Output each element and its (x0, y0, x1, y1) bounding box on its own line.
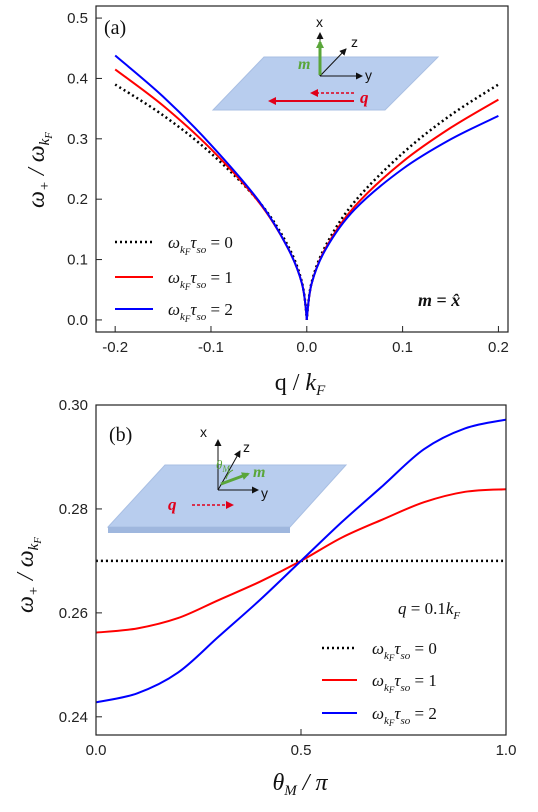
panel-b-label: (b) (109, 424, 132, 446)
inset-b-q-label: q (168, 495, 177, 514)
panel-a-xlabel: q / kF (275, 370, 326, 399)
legend-a-label-0: ωkFτso = 0 (168, 233, 233, 257)
panel-a-legend: ωkFτso = 0 ωkFτso = 1 ωkFτso = 2 (115, 233, 233, 324)
xtick-label-a-1: -0.1 (198, 339, 224, 356)
panel-a-frame (95, 5, 509, 333)
ytick-label-b-1: 0.26 (59, 605, 88, 622)
panel-b-xlabel: θM / π (273, 770, 329, 799)
series-b-2 (95, 418, 507, 704)
panel-b-ticks: 0.0 0.5 1.0 0.24 0.26 0.28 0.30 (59, 397, 517, 759)
inset-a-q-label: q (360, 88, 369, 107)
inset-b-theta-arc (225, 469, 234, 480)
ytick-label-a-0: 0.0 (67, 312, 88, 329)
ytick-label-a-4: 0.4 (67, 70, 88, 87)
panel-b-annotation: q = 0.1kF (398, 599, 460, 622)
inset-a-m-label: m (298, 56, 310, 73)
ytick-label-b-3: 0.30 (59, 397, 88, 414)
legend-a-label-2: ωkFτso = 2 (168, 300, 233, 324)
inset-b-x-label: x (200, 424, 207, 440)
inset-b-m-label: m (253, 464, 265, 481)
inset-b-z-label: z (243, 439, 250, 455)
xtick-label-b-0: 0.0 (86, 742, 107, 759)
panel-a-curves (114, 54, 500, 320)
inset-b-y-label: y (261, 485, 268, 501)
ytick-label-a-5: 0.5 (67, 10, 88, 27)
ytick-label-a-3: 0.3 (67, 131, 88, 148)
panel-a-ticks: -0.2 -0.1 0.0 0.1 0.2 0.0 0.1 0.2 0.3 0.4 0.5 (67, 10, 509, 356)
panel-a-ylabel: ω+ / ωkF (24, 132, 55, 208)
panel-a-label: (a) (104, 17, 126, 39)
legend-b-label-1: ωkFτso = 1 (372, 671, 437, 695)
legend-b-label-0: ωkFτso = 0 (372, 639, 437, 663)
legend-b-label-2: ωkFτso = 2 (372, 704, 437, 728)
panel-a-annotation: m = x̂ (418, 290, 460, 310)
svg-text:ω+ / ωkF: ω+ / ωkF (13, 537, 44, 613)
xtick-label-a-0: -0.2 (102, 339, 128, 356)
xtick-label-a-3: 0.1 (392, 339, 413, 356)
ytick-label-a-1: 0.1 (67, 252, 88, 269)
panel-b: 0.0 0.5 1.0 0.24 0.26 0.28 0.30 (b) ω+ / ωkF θ… (13, 397, 516, 799)
inset-b-theta-label: θM (216, 457, 230, 474)
panel-b-legend: ωkFτso = 0 ωkFτso = 1 ωkFτso = 2 (322, 639, 437, 728)
series-a-2 (114, 54, 499, 320)
xtick-label-a-4: 0.2 (488, 339, 509, 356)
panel-b-ylabel: ω+ / ωkF (13, 537, 44, 613)
panel-b-curves (95, 418, 507, 704)
panel-a-inset: x z y m q (211, 14, 440, 111)
xtick-label-a-2: 0.0 (296, 339, 317, 356)
inset-b-plane-edge (108, 527, 290, 533)
ytick-label-b-0: 0.24 (59, 709, 88, 726)
panel-a: -0.2 -0.1 0.0 0.1 0.20.00.10.20.30.40.5 (a) … (24, 5, 509, 399)
xtick-label-b-1: 0.5 (291, 742, 312, 759)
inset-a-z-label: z (351, 34, 358, 50)
inset-a-plane (211, 56, 440, 111)
inset-a-x-label: x (316, 14, 323, 30)
inset-a-z-axis (319, 48, 347, 77)
svg-text:ω+ / ωkF: ω+ / ωkF (24, 132, 55, 208)
inset-a-y-label: y (365, 67, 372, 83)
ytick-label-a-2: 0.2 (67, 191, 88, 208)
xtick-label-b-2: 1.0 (496, 742, 517, 759)
inset-b-m-vector (220, 472, 250, 486)
panel-b-inset: x z y θM m q (106, 424, 348, 533)
legend-a-label-1: ωkFτso = 1 (168, 268, 233, 292)
ytick-label-b-2: 0.28 (59, 501, 88, 518)
